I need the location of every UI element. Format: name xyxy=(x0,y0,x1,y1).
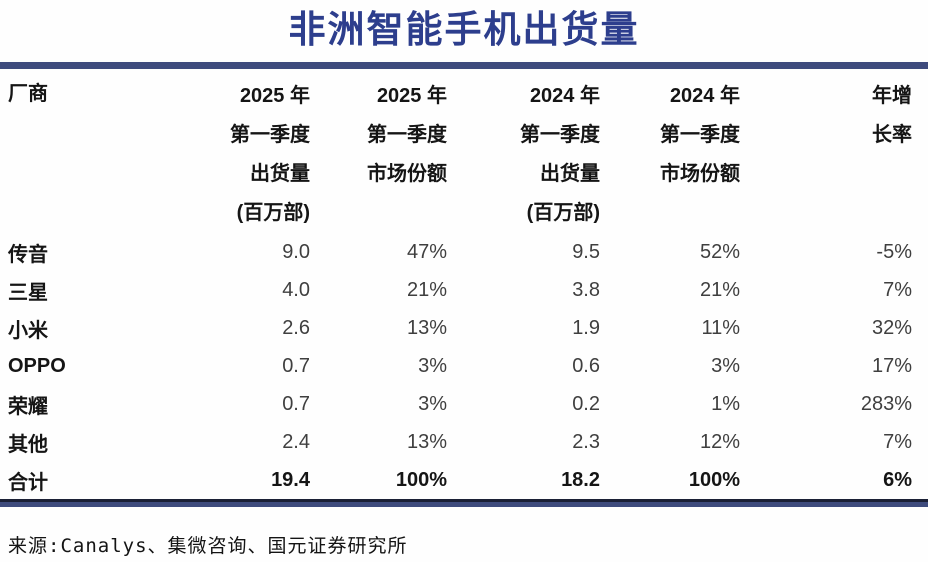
header-line: 2025 年 xyxy=(376,85,447,107)
value-cell: 13% xyxy=(406,316,447,339)
vendor-cell: 荣耀 xyxy=(8,395,48,418)
value-cell: 12% xyxy=(699,430,740,453)
header-line: 第一季度 xyxy=(520,124,600,146)
vendor-cell: 合计 xyxy=(8,471,48,494)
value-cell: 9.0 xyxy=(282,240,310,263)
source-note: 来源:Canalys、集微咨询、国元证券研究所 xyxy=(8,535,408,557)
table-header-row: 厂商 2025 年第一季度 出货量 (百万部) 2025 年第一季度 市场份额 2024 … xyxy=(8,69,912,233)
value-cell: 2.3 xyxy=(572,430,600,453)
value-cell: 47% xyxy=(406,240,447,263)
value-cell: 100% xyxy=(688,468,740,491)
value-cell: 4.0 xyxy=(282,278,310,301)
value-cell: 17% xyxy=(871,354,912,377)
vendor-cell: OPPO xyxy=(8,354,66,377)
value-cell: 6% xyxy=(883,468,912,491)
header-line: 第一季度 xyxy=(660,124,740,146)
header-line: 长率 xyxy=(872,124,912,146)
value-cell: 11% xyxy=(701,316,740,339)
page-title: 非洲智能手机出货量 xyxy=(288,9,640,50)
value-cell: 52% xyxy=(699,240,740,263)
value-cell: 19.4 xyxy=(271,468,310,491)
column-header-1: 2025 年第一季度市场份额 xyxy=(310,69,447,233)
value-cell: 100% xyxy=(395,468,447,491)
table-row-三星: 三星 4.0 21% 3.8 21% 7% xyxy=(8,271,912,309)
value-cell: 13% xyxy=(406,430,447,453)
bottom-divider xyxy=(0,499,928,507)
table-row-传音: 传音 9.0 47% 9.5 52% -5% xyxy=(8,233,912,271)
value-cell: 0.2 xyxy=(572,392,600,415)
header-line: 市场份额 xyxy=(660,163,740,185)
header-line: 出货量 xyxy=(540,163,600,185)
column-header-4: 年增 长率 xyxy=(740,69,912,233)
value-cell: 7% xyxy=(883,430,912,453)
column-header-3: 2024 年第一季度市场份额 xyxy=(600,69,740,233)
value-cell: 3% xyxy=(418,354,447,377)
table-row-小米: 小米 2.6 13% 1.9 11% 32% xyxy=(8,309,912,347)
value-cell: 2.6 xyxy=(282,316,310,339)
vendor-cell: 其他 xyxy=(8,433,48,456)
table-row-合计: 合计 19.4 100% 18.2 100% 6% xyxy=(8,461,912,499)
value-cell: -5% xyxy=(876,240,912,263)
header-line: 出货量 xyxy=(250,163,310,185)
table-row-其他: 其他 2.4 13% 2.3 12% 7% xyxy=(8,423,912,461)
header-line: 市场份额 xyxy=(367,163,447,185)
header-line: 年增 xyxy=(872,85,912,107)
vendor-cell: 三星 xyxy=(8,281,48,304)
table-row-荣耀: 荣耀 0.7 3% 0.2 1% 283% xyxy=(8,385,912,423)
column-header-2: 2024 年第一季度出货量 (百万部) xyxy=(447,69,600,233)
table-row-OPPO: OPPO 0.7 3% 0.6 3% 17% xyxy=(8,347,912,385)
header-line: 2025 年 xyxy=(239,85,310,107)
header-line: 2024 年 xyxy=(529,85,600,107)
value-cell: 283% xyxy=(860,392,912,415)
vendor-cell: 传音 xyxy=(8,243,48,266)
value-cell: 32% xyxy=(871,316,912,339)
value-cell: 1% xyxy=(711,392,740,415)
value-cell: 3.8 xyxy=(572,278,600,301)
header-line: (百万部) xyxy=(526,202,600,224)
value-cell: 2.4 xyxy=(282,430,310,453)
header-line: 第一季度 xyxy=(230,124,310,146)
value-cell: 7% xyxy=(883,278,912,301)
value-cell: 1.9 xyxy=(572,316,600,339)
value-cell: 3% xyxy=(711,354,740,377)
top-divider xyxy=(0,62,928,69)
vendor-cell: 小米 xyxy=(8,319,48,342)
vendor-column-header: 厂商 xyxy=(8,83,48,105)
value-cell: 0.7 xyxy=(282,354,310,377)
value-cell: 0.6 xyxy=(572,354,600,377)
value-cell: 0.7 xyxy=(282,392,310,415)
header-line: (百万部) xyxy=(236,202,310,224)
header-line: 2024 年 xyxy=(669,85,740,107)
value-cell: 21% xyxy=(699,278,740,301)
shipments-table: 厂商 2025 年第一季度 出货量 (百万部) 2025 年第一季度 市场份额 2024 … xyxy=(8,69,912,499)
header-line: 第一季度 xyxy=(367,124,447,146)
value-cell: 9.5 xyxy=(572,240,600,263)
column-header-0: 2025 年第一季度出货量 (百万部) xyxy=(133,69,310,233)
value-cell: 18.2 xyxy=(561,468,600,491)
value-cell: 3% xyxy=(418,392,447,415)
value-cell: 21% xyxy=(406,278,447,301)
